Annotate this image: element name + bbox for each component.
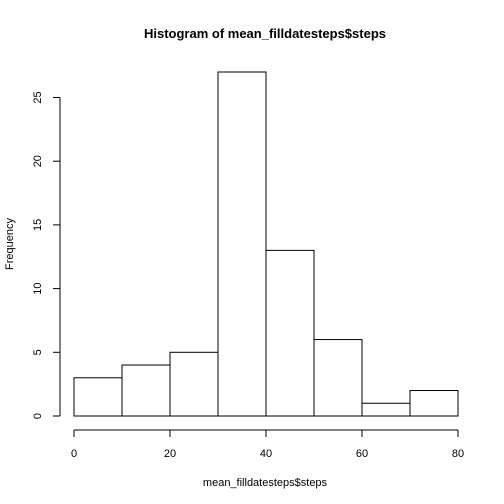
histogram-bar-4 <box>265 249 315 417</box>
chart-title: Histogram of mean_filldatesteps$steps <box>144 26 386 41</box>
histogram-bar-5 <box>313 339 363 417</box>
y-tick-label-10: 10 <box>32 282 44 294</box>
x-tick-label-0: 0 <box>71 448 77 460</box>
y-tick-label-0: 0 <box>32 413 44 419</box>
histogram-bar-3 <box>217 71 267 417</box>
histogram-bar-6 <box>361 402 411 417</box>
histogram-bar-2 <box>169 351 219 417</box>
y-tick-label-15: 15 <box>32 219 44 231</box>
y-tick-label-5: 5 <box>32 349 44 355</box>
x-axis: 0 20 40 60 80 <box>71 429 464 460</box>
y-axis-label: Frequency <box>4 218 16 270</box>
x-tick-label-20: 20 <box>164 448 176 460</box>
x-tick-label-40: 40 <box>260 448 272 460</box>
y-tick-label-20: 20 <box>32 155 44 167</box>
x-axis-label: mean_filldatesteps$steps <box>203 477 328 489</box>
histogram-bar-0 <box>73 377 123 417</box>
histogram-bar-7 <box>409 390 459 417</box>
x-tick-label-80: 80 <box>452 448 464 460</box>
y-axis: 0 5 10 15 20 25 <box>32 91 61 419</box>
y-tick-label-25: 25 <box>32 91 44 103</box>
histogram-bar-1 <box>121 364 171 417</box>
bars-group <box>73 71 459 417</box>
x-tick-label-60: 60 <box>356 448 368 460</box>
